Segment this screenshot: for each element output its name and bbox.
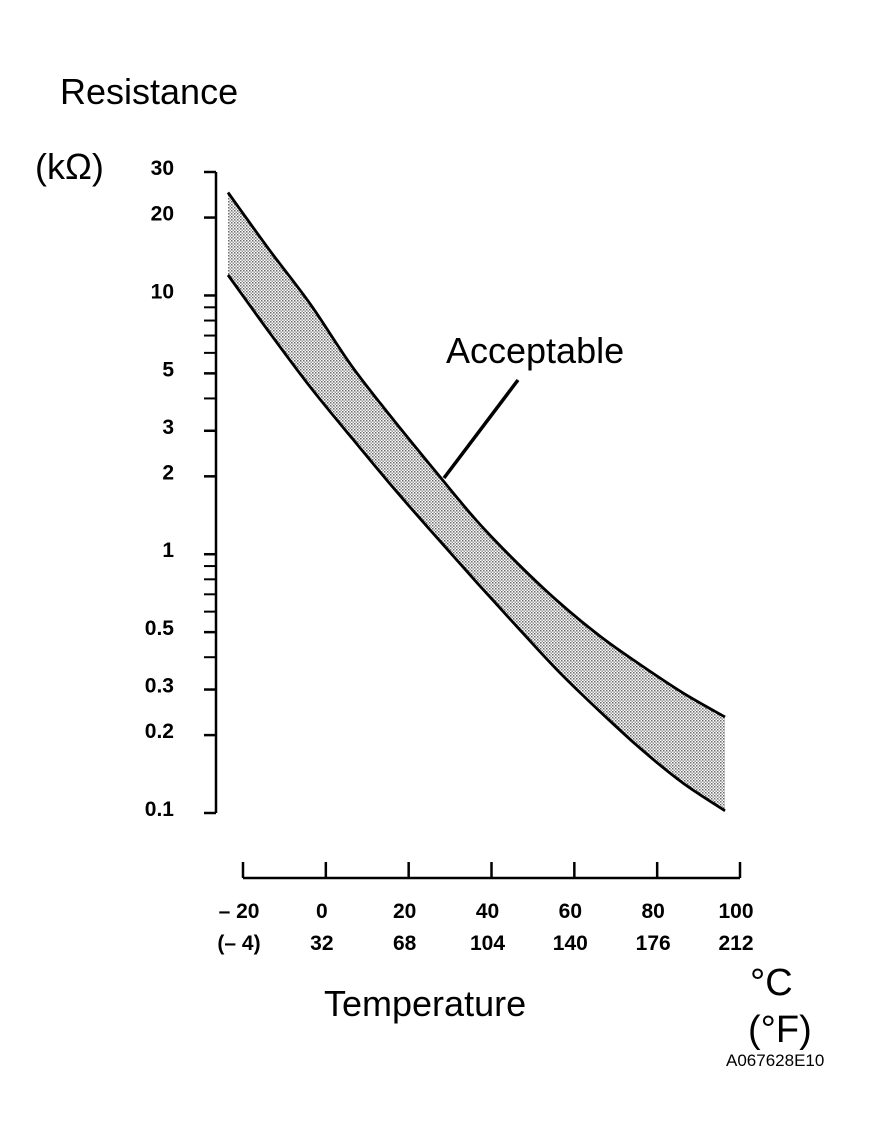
band-fill xyxy=(228,192,725,811)
y-tick-label: 1 xyxy=(162,539,174,562)
y-tick-label: 30 xyxy=(151,157,174,180)
x-tick-label-celsius: 0 xyxy=(316,900,328,923)
x-tick-label-fahrenheit: 212 xyxy=(718,932,753,955)
x-tick-label-fahrenheit: 176 xyxy=(636,932,671,955)
x-tick-label-celsius: – 20 xyxy=(219,900,260,923)
unit-fahrenheit: (°F) xyxy=(748,1009,812,1051)
upper-limit-curve xyxy=(226,191,726,719)
acceptable-band xyxy=(226,191,726,812)
y-tick-label: 2 xyxy=(162,461,174,484)
x-tick-label-fahrenheit: 32 xyxy=(310,932,333,955)
y-tick-label: 20 xyxy=(151,203,174,226)
acceptable-label: Acceptable xyxy=(446,330,624,371)
figure-code: A067628E10 xyxy=(726,1051,824,1070)
x-axis-title: Temperature xyxy=(324,983,526,1024)
y-axis-unit: (kΩ) xyxy=(35,146,104,187)
y-axis-title: Resistance xyxy=(60,71,238,112)
x-tick-label-fahrenheit: 68 xyxy=(393,932,417,955)
x-tick-label-celsius: 60 xyxy=(559,900,582,923)
lower-limit-curve xyxy=(226,274,726,812)
x-tick-label-celsius: 80 xyxy=(641,900,664,923)
x-tick-label-celsius: 20 xyxy=(393,900,416,923)
x-tick-label-celsius: 100 xyxy=(718,900,753,923)
y-tick-label: 0.3 xyxy=(145,675,174,698)
x-tick-label-fahrenheit: 104 xyxy=(470,932,505,955)
y-tick-label: 5 xyxy=(162,358,174,381)
y-tick-label: 3 xyxy=(162,416,174,439)
x-axis: – 20 (– 4) 0 32 20 68 40 104 60 140 80 176 100 212 xyxy=(217,862,754,955)
unit-celsius: °C xyxy=(750,962,793,1004)
y-tick-label: 10 xyxy=(151,280,174,303)
y-tick-label: 0.5 xyxy=(145,617,175,640)
x-tick-label-fahrenheit: 140 xyxy=(553,932,588,955)
callout-leader-line xyxy=(442,378,520,480)
x-tick-label-fahrenheit: (– 4) xyxy=(217,932,260,955)
x-tick-label-celsius: 40 xyxy=(476,900,499,923)
y-tick-label: 0.2 xyxy=(145,720,174,743)
y-tick-label: 0.1 xyxy=(145,798,175,821)
y-axis: 30 20 10 5 3 2 1 0.5 0.3 0.2 0.1 xyxy=(145,157,218,821)
